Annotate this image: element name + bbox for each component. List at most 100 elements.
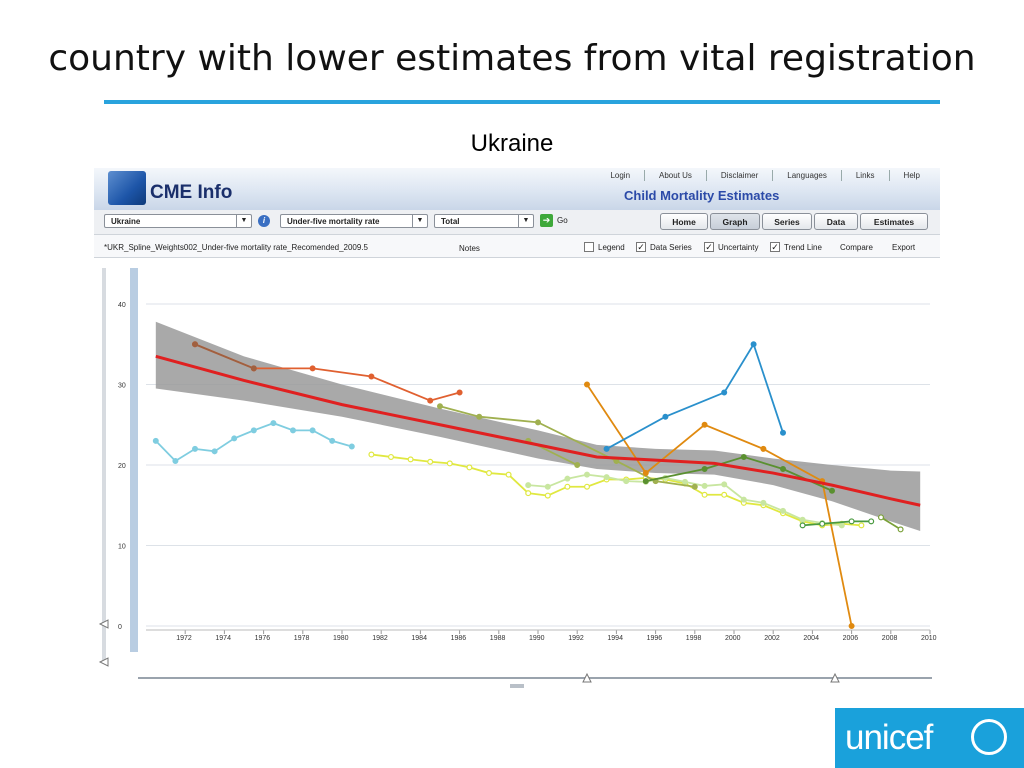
login-link[interactable]: Login xyxy=(610,171,631,180)
data-series-8-point xyxy=(779,429,786,436)
range-handle-right[interactable] xyxy=(830,672,840,683)
data-series-0-point xyxy=(290,427,297,434)
slider-handle-top[interactable] xyxy=(98,619,109,629)
go-button[interactable]: ➔ Go xyxy=(540,214,568,227)
notes-link[interactable]: Notes xyxy=(459,244,480,253)
data-series-9-point xyxy=(828,487,835,494)
data-series-2-point xyxy=(721,481,728,488)
x-tick-label: 1992 xyxy=(568,635,584,642)
scroll-grip-icon[interactable] xyxy=(510,684,524,688)
languages-link[interactable]: Languages xyxy=(772,170,841,181)
y-tick-label: 30 xyxy=(118,383,126,390)
toolbar: Ukraine ▼ i Under-five mortality rate ▼ … xyxy=(94,210,940,235)
x-tick-label: 1980 xyxy=(333,635,349,642)
data-series-5-point xyxy=(535,419,542,426)
help-link[interactable]: Help xyxy=(888,170,934,181)
trend-line-checkbox[interactable]: ✓ xyxy=(770,242,780,252)
data-series-0-point xyxy=(270,420,277,427)
data-series-1-point xyxy=(505,471,512,478)
nav-graph-button[interactable]: Graph xyxy=(710,213,760,230)
data-series-9-point xyxy=(642,478,649,485)
data-series-2-point xyxy=(584,471,591,478)
data-series-7-point xyxy=(584,381,591,388)
info-icon[interactable]: i xyxy=(258,215,270,227)
x-tick-label: 2000 xyxy=(725,635,741,642)
data-series-2-point xyxy=(701,482,708,489)
data-series-checkbox[interactable]: ✓ xyxy=(636,242,646,252)
data-series-1-point xyxy=(407,456,414,463)
disclaimer-link[interactable]: Disclaimer xyxy=(705,170,772,181)
legend-option[interactable]: Legend xyxy=(584,242,625,252)
options-bar: *UKR_Spline_Weights002_Under-five mortal… xyxy=(94,235,940,258)
nav-data-button[interactable]: Data xyxy=(814,213,858,230)
data-series-11-line xyxy=(880,516,902,531)
nav-estimates-button[interactable]: Estimates xyxy=(860,213,928,230)
data-series-7-point xyxy=(848,623,855,630)
data-series-7-point xyxy=(701,421,708,428)
data-series-1-point xyxy=(446,460,453,467)
data-series-2-point xyxy=(544,483,551,490)
indicator-select-value: Under-five mortality rate xyxy=(287,217,380,226)
data-series-5-point xyxy=(691,483,698,490)
chevron-down-icon: ▼ xyxy=(236,215,251,227)
range-handle-left[interactable] xyxy=(582,672,592,683)
nav-series-button[interactable]: Series xyxy=(762,213,812,230)
uncertainty-option[interactable]: ✓ Uncertainty xyxy=(704,242,758,252)
data-series-3-point xyxy=(456,389,463,396)
data-series-2-point xyxy=(740,496,747,503)
data-series-3-point xyxy=(368,373,375,380)
chevron-down-icon: ▼ xyxy=(518,215,533,227)
data-series-7-line xyxy=(586,384,853,627)
data-series-1-point xyxy=(525,490,532,497)
indicator-select[interactable]: Under-five mortality rate ▼ xyxy=(280,214,428,228)
data-series-0-point xyxy=(329,437,336,444)
unicef-logo-text: unicef xyxy=(845,718,933,757)
data-series-1-point xyxy=(486,470,493,477)
unicef-logo: unicef xyxy=(835,708,1024,768)
data-series-7-point xyxy=(760,445,767,452)
uncertainty-band xyxy=(155,321,921,532)
country-select[interactable]: Ukraine ▼ xyxy=(104,214,252,228)
data-series-8-point xyxy=(603,445,610,452)
links-link[interactable]: Links xyxy=(840,170,889,181)
data-series-5-point xyxy=(476,413,483,420)
x-tick-label: 2002 xyxy=(764,635,780,642)
data-series-4-point xyxy=(191,341,198,348)
vertical-slider-track[interactable] xyxy=(102,268,106,660)
data-series-10-point xyxy=(868,518,875,525)
compare-link[interactable]: Compare xyxy=(840,243,873,252)
data-series-0-point xyxy=(191,445,198,452)
unicef-emblem-icon xyxy=(971,719,1007,755)
data-series-1-point xyxy=(544,492,551,499)
plot-layer: 0 10 20 30 40 1972 1974 1976 1978 1980 1982 1984 198… xyxy=(118,302,937,642)
data-series-0-point xyxy=(172,457,179,464)
slider-handle-bottom[interactable] xyxy=(98,657,109,667)
data-series-11-point xyxy=(897,526,904,533)
x-tick-label: 1986 xyxy=(451,635,467,642)
data-series-9-point xyxy=(701,466,708,473)
uncertainty-checkbox[interactable]: ✓ xyxy=(704,242,714,252)
data-series-0-point xyxy=(348,443,355,450)
x-tick-label: 1998 xyxy=(686,635,702,642)
legend-checkbox[interactable] xyxy=(584,242,594,252)
top-links: Login About Us Disclaimer Languages Link… xyxy=(596,170,934,181)
country-select-value: Ukraine xyxy=(111,217,141,226)
x-tick-label: 1988 xyxy=(490,635,506,642)
data-series-option[interactable]: ✓ Data Series xyxy=(636,242,692,252)
data-series-0-point xyxy=(211,448,218,455)
x-tick-label: 1996 xyxy=(647,635,663,642)
data-series-1-point xyxy=(466,464,473,471)
series-name: *UKR_Spline_Weights002_Under-five mortal… xyxy=(104,243,369,252)
data-series-2-point xyxy=(779,507,786,514)
sex-select[interactable]: Total ▼ xyxy=(434,214,534,228)
data-series-7-point xyxy=(642,470,649,477)
data-series-0-point xyxy=(152,437,159,444)
export-link[interactable]: Export xyxy=(892,243,916,252)
app-title: Child Mortality Estimates xyxy=(624,188,780,203)
trend-line-option[interactable]: ✓ Trend Line xyxy=(770,242,822,252)
data-series-3-point xyxy=(309,365,316,372)
y-tick-label: 10 xyxy=(118,544,126,551)
about-us-link[interactable]: About Us xyxy=(644,170,706,181)
chevron-down-icon: ▼ xyxy=(412,215,427,227)
nav-home-button[interactable]: Home xyxy=(660,213,708,230)
